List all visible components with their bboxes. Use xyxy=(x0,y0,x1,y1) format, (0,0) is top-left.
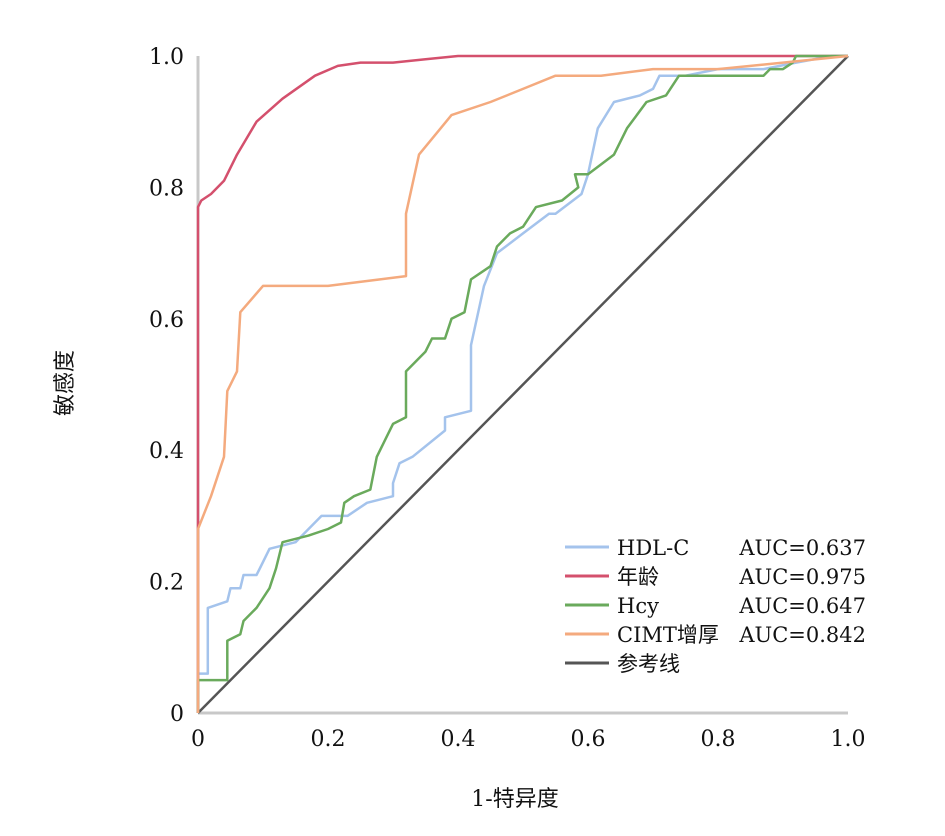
legend-label: HDL-C xyxy=(617,536,689,560)
series-line-3 xyxy=(196,54,849,713)
y-tick-label: 0.8 xyxy=(149,176,184,201)
series-line-4 xyxy=(197,55,849,714)
x-tick-label: 1.0 xyxy=(831,727,866,752)
legend-auc: AUC=0.637 xyxy=(738,536,866,560)
y-tick-label: 0 xyxy=(170,702,184,727)
y-tick-label: 0.2 xyxy=(149,571,184,596)
y-tick-label: 0.6 xyxy=(149,308,184,333)
legend-label: CIMT增厚 xyxy=(617,623,719,647)
tick-labels: 0 0.2 0.4 0.6 0.8 1.0 0 0.2 0.4 0.6 0.8 1.0 xyxy=(149,45,866,752)
x-tick-label: 0.6 xyxy=(571,727,606,752)
legend-auc: AUC=0.647 xyxy=(738,594,866,618)
x-tick-label: 0.8 xyxy=(701,727,736,752)
y-tick-label: 0.4 xyxy=(149,439,184,464)
legend-auc: AUC=0.975 xyxy=(738,565,866,589)
legend-label: 参考线 xyxy=(617,652,680,676)
y-tick-label: 1.0 xyxy=(149,45,184,70)
legend-label: Hcy xyxy=(617,594,659,618)
series-line-2 xyxy=(196,54,848,713)
y-axis-title: 敏感度 xyxy=(53,350,78,416)
x-axis-title: 1-特异度 xyxy=(471,787,558,812)
series-lines xyxy=(196,54,849,714)
series-line-0 xyxy=(196,54,848,713)
x-tick-label: 0.2 xyxy=(311,727,346,752)
x-tick-label: 0.4 xyxy=(441,727,476,752)
legend-label: 年龄 xyxy=(617,565,659,589)
legend: HDL-C AUC=0.637 年龄 AUC=0.975 Hcy AUC=0.647 CIM… xyxy=(565,536,866,676)
legend-auc: AUC=0.842 xyxy=(738,623,866,647)
series-line-1 xyxy=(196,54,848,713)
x-tick-label: 0 xyxy=(191,727,205,752)
